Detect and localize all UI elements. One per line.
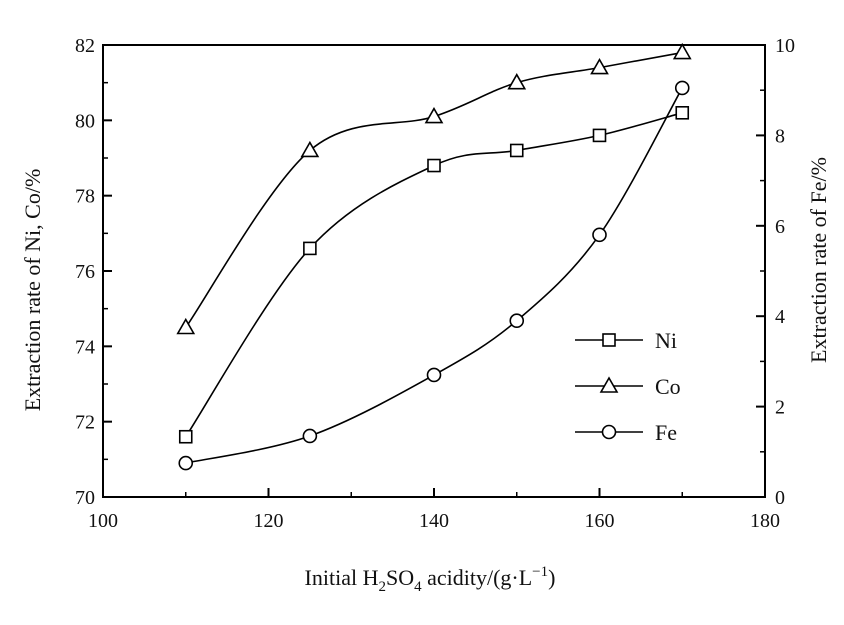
legend-label-fe: Fe <box>655 420 677 445</box>
markers-layer <box>176 42 692 471</box>
data-point-fe <box>509 313 525 329</box>
data-point-co <box>672 42 692 60</box>
x-tick-label: 180 <box>750 510 780 532</box>
data-point-ni <box>509 143 524 158</box>
x-tick-label: 140 <box>419 510 449 532</box>
data-point-fe <box>426 367 442 383</box>
y-right-tick-label: 2 <box>775 397 785 419</box>
legend-marker-fe <box>601 424 617 440</box>
y-left-tick-label: 82 <box>75 35 95 57</box>
legend-marker-ni <box>602 333 616 347</box>
y-left-tick-label: 72 <box>75 412 95 434</box>
data-point-ni <box>427 158 441 173</box>
ticks-layer: 100 120 140 160 180 70 72 74 76 78 80 82 0 2 4 6 8 10 <box>75 35 795 532</box>
legend-label-co: Co <box>655 374 681 399</box>
y-left-tick-label: 78 <box>75 186 95 208</box>
x-axis-title: Initial H2SO4 acidity/(g·L−1) <box>305 564 556 595</box>
data-point-co <box>424 106 444 124</box>
data-point-fe <box>302 428 318 444</box>
data-point-ni <box>675 106 690 120</box>
x-tick-label: 160 <box>585 510 615 532</box>
y-axis-left-title: Extraction rate of Ni, Co/% <box>20 169 45 412</box>
data-point-co <box>590 57 609 75</box>
x-tick-label: 120 <box>254 510 284 532</box>
y-right-tick-label: 10 <box>775 35 795 57</box>
y-right-tick-label: 4 <box>775 306 785 328</box>
data-point-ni <box>303 241 317 256</box>
data-point-fe <box>592 227 607 243</box>
data-point-co <box>300 140 320 158</box>
y-right-tick-label: 8 <box>775 125 785 147</box>
y-left-tick-label: 76 <box>75 261 95 283</box>
data-point-ni <box>178 429 193 444</box>
series-line-co <box>185 51 683 328</box>
y-right-tick-label: 6 <box>775 216 785 238</box>
legend-marker-co <box>599 376 619 393</box>
data-point-co <box>507 73 527 90</box>
legend: Ni Co Fe <box>575 328 681 445</box>
y-left-tick-label: 80 <box>75 110 95 132</box>
data-point-ni <box>592 128 607 143</box>
y-left-tick-label: 74 <box>75 336 95 358</box>
y-axis-right-title: Extraction rate of Fe/% <box>806 157 831 363</box>
data-point-fe <box>674 80 690 96</box>
data-point-co <box>176 317 196 335</box>
data-point-fe <box>178 455 194 471</box>
x-tick-label: 100 <box>88 510 118 532</box>
series-line-fe <box>185 87 683 464</box>
y-left-tick-label: 70 <box>75 487 95 509</box>
y-right-tick-label: 0 <box>775 487 785 509</box>
legend-label-ni: Ni <box>655 328 677 353</box>
